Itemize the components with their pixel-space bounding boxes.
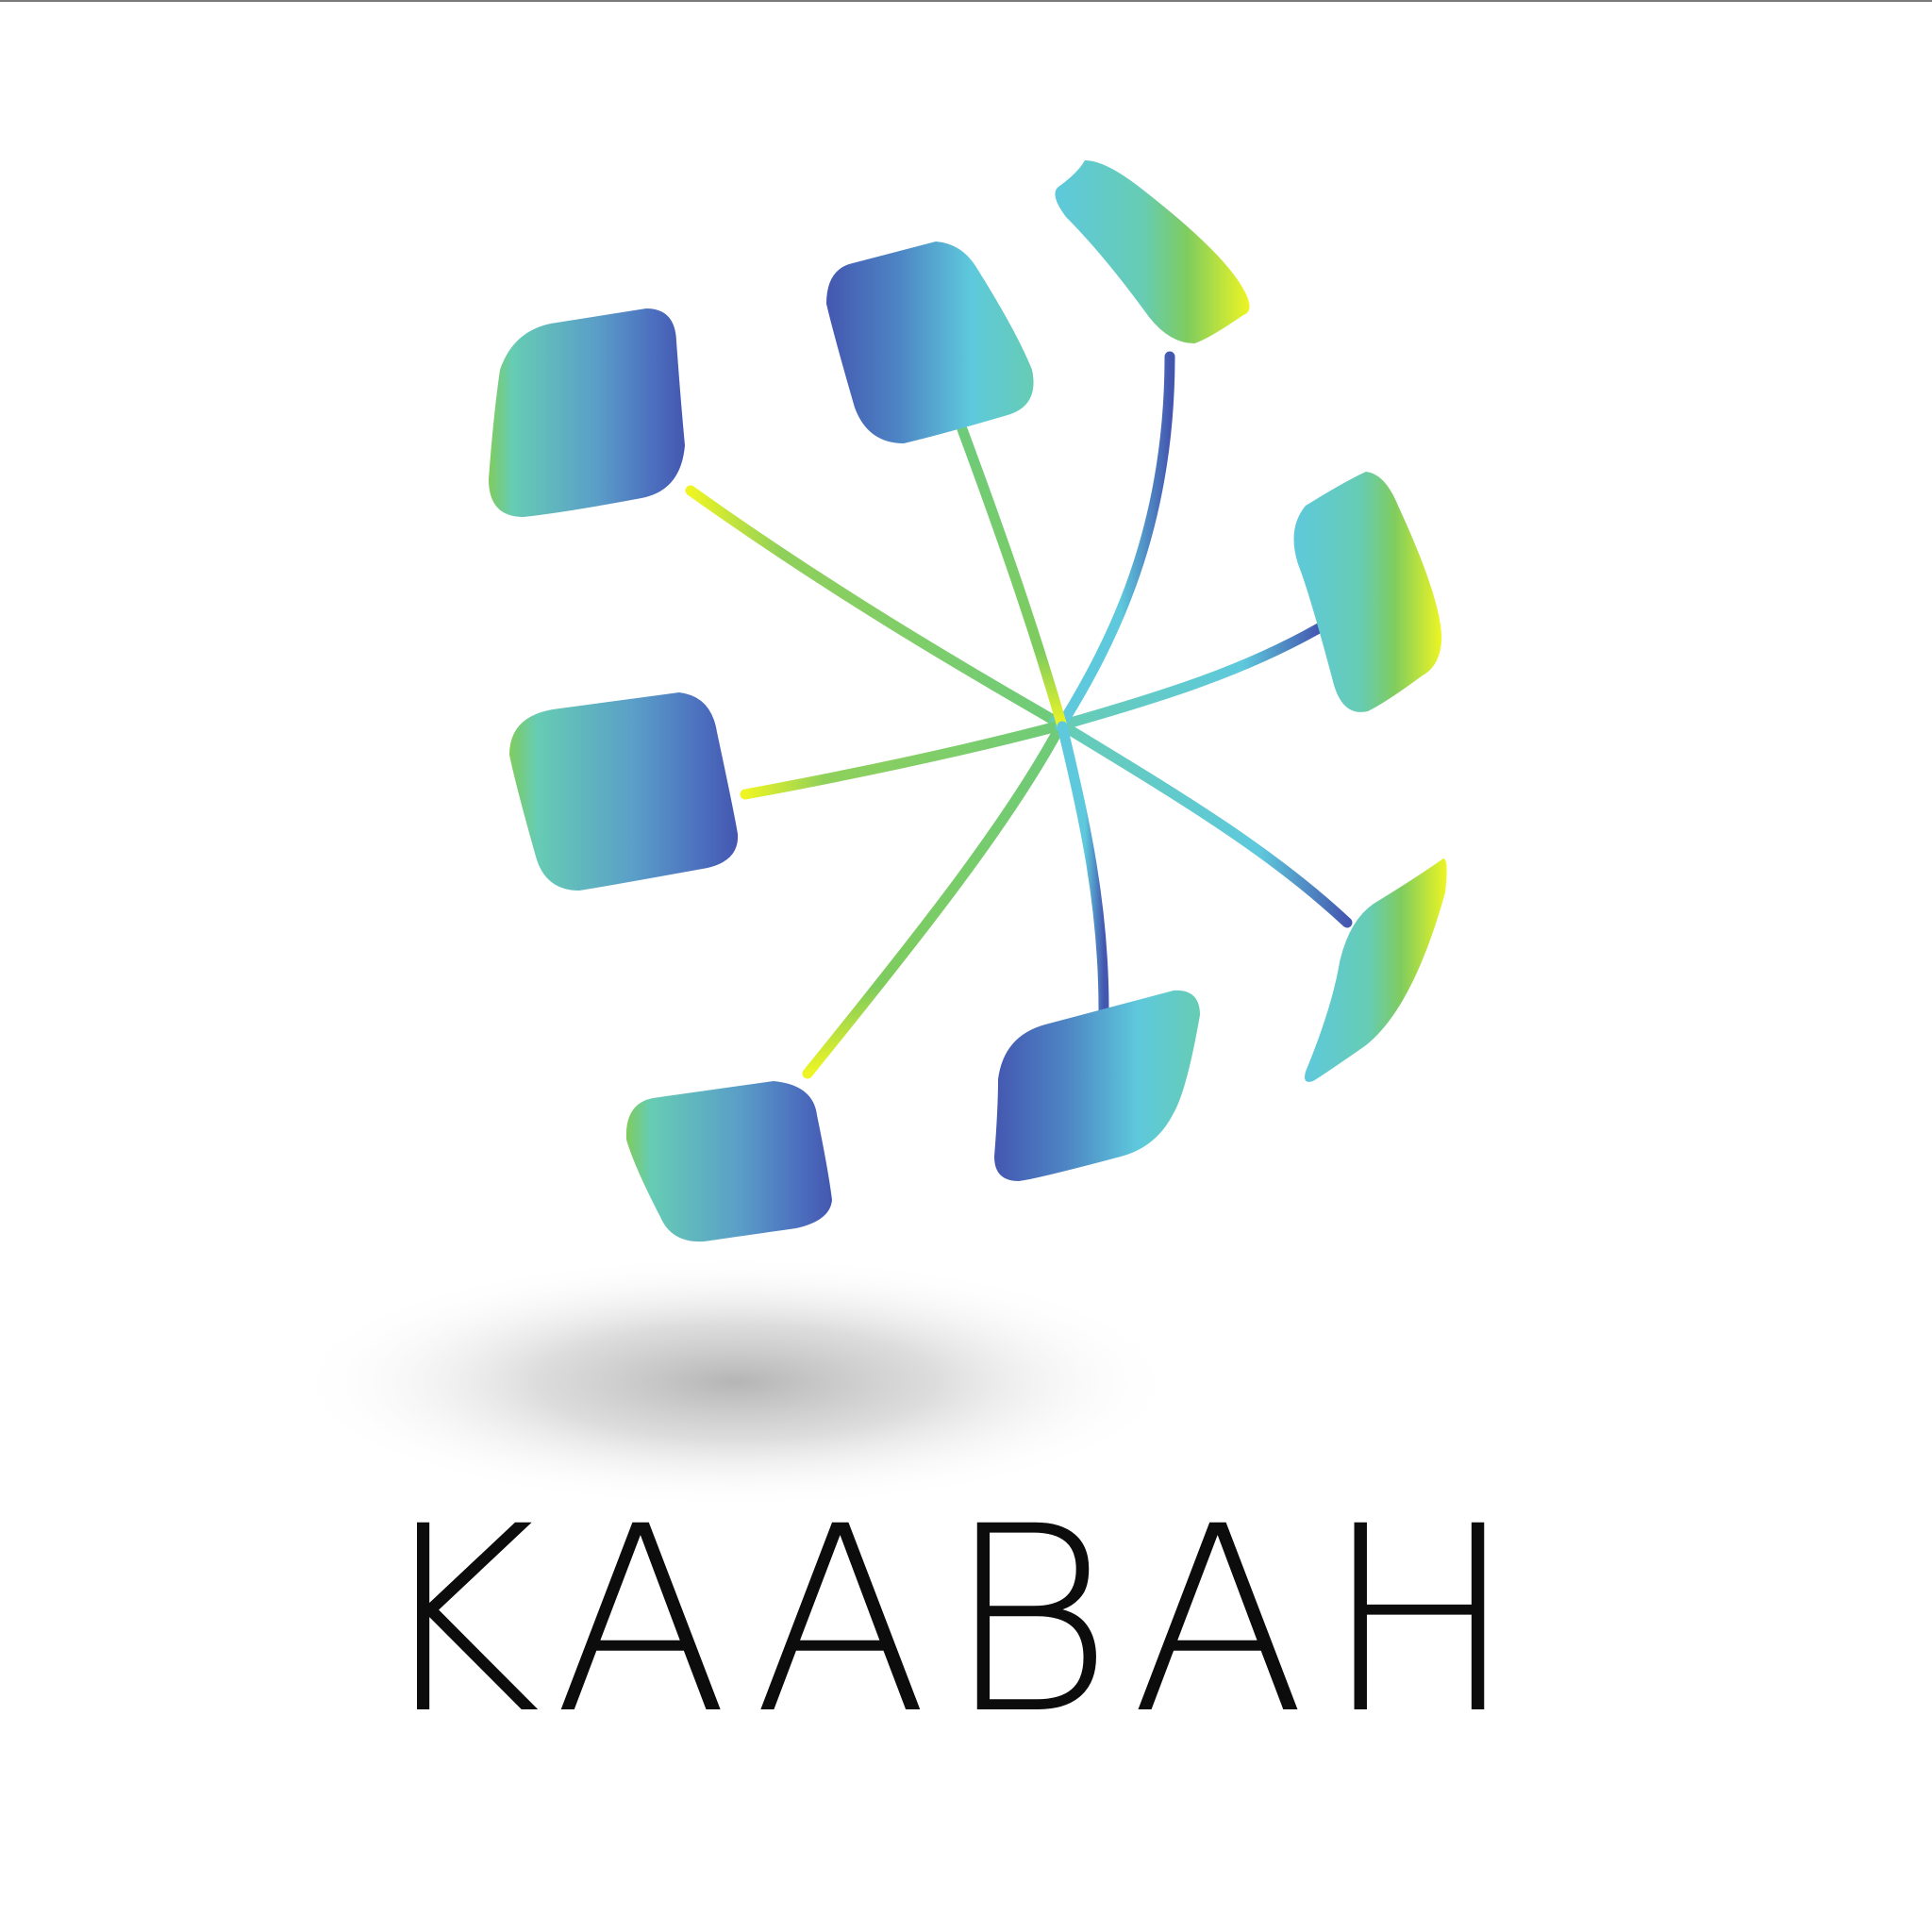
card-bottom (994, 990, 1200, 1181)
logo-spokes (685, 351, 1353, 1079)
spoke-top-extension (1057, 721, 1109, 1015)
card-top-right (1055, 160, 1250, 343)
card-lower-left (625, 1081, 832, 1242)
card-lower-right (1305, 858, 1447, 1082)
wordmark-text: KAABAH (373, 1473, 1533, 1771)
spoke-lower-left (802, 721, 1066, 1079)
card-left (509, 692, 739, 891)
spoke-upper-left (685, 485, 1060, 726)
spoke-left (740, 719, 1070, 800)
logo-cards (489, 160, 1447, 1242)
floor-shadow (292, 1255, 1179, 1509)
card-top (826, 242, 1034, 443)
spoke-lower-left-extension (1055, 351, 1175, 732)
spoke-upper-left-extension (1049, 715, 1353, 928)
top-border-rule (0, 0, 1932, 2)
spoke-left-extension (1058, 623, 1324, 730)
card-upper-left (489, 308, 685, 517)
spoke-top (957, 424, 1068, 732)
card-right (1293, 472, 1442, 712)
